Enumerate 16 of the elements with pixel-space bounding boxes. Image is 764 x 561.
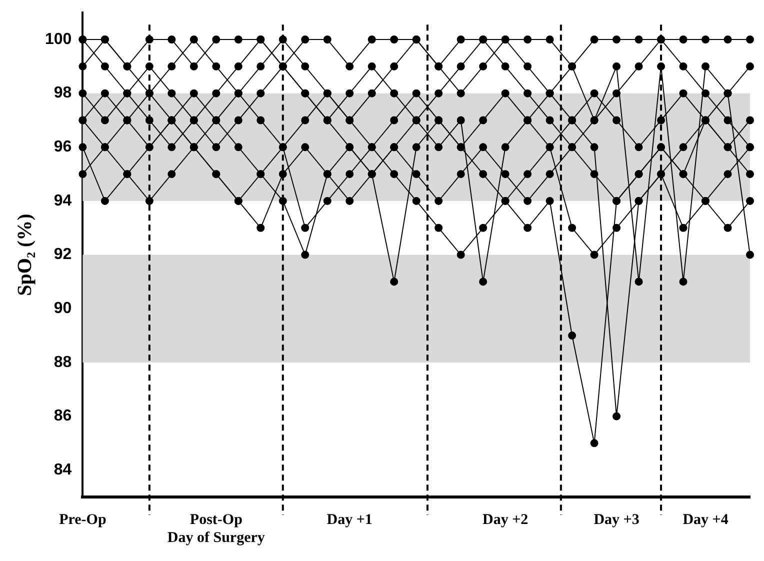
- x-tick-label: Post-Op Day of Surgery: [167, 512, 266, 546]
- y-tick-label: 94: [54, 192, 72, 210]
- y-tick-label: 100: [44, 30, 72, 48]
- y-tick-label: 90: [54, 300, 72, 318]
- y-tick-label: 96: [54, 138, 72, 156]
- y-axis-title: SpO₂ (%): [14, 214, 36, 296]
- x-tick-label: Pre-Op: [59, 512, 106, 528]
- y-tick-label: 92: [54, 246, 72, 264]
- y-tick-label: 98: [54, 84, 72, 102]
- y-tick-label: 84: [54, 461, 72, 478]
- x-tick-label: Day +2: [482, 512, 528, 528]
- y-tick-label: 88: [54, 354, 72, 371]
- x-tick-label: Day +1: [326, 512, 372, 528]
- y-tick-label: 86: [54, 408, 72, 425]
- x-tick-label: Day +4: [682, 512, 729, 528]
- x-tick-label: Day +3: [594, 512, 640, 528]
